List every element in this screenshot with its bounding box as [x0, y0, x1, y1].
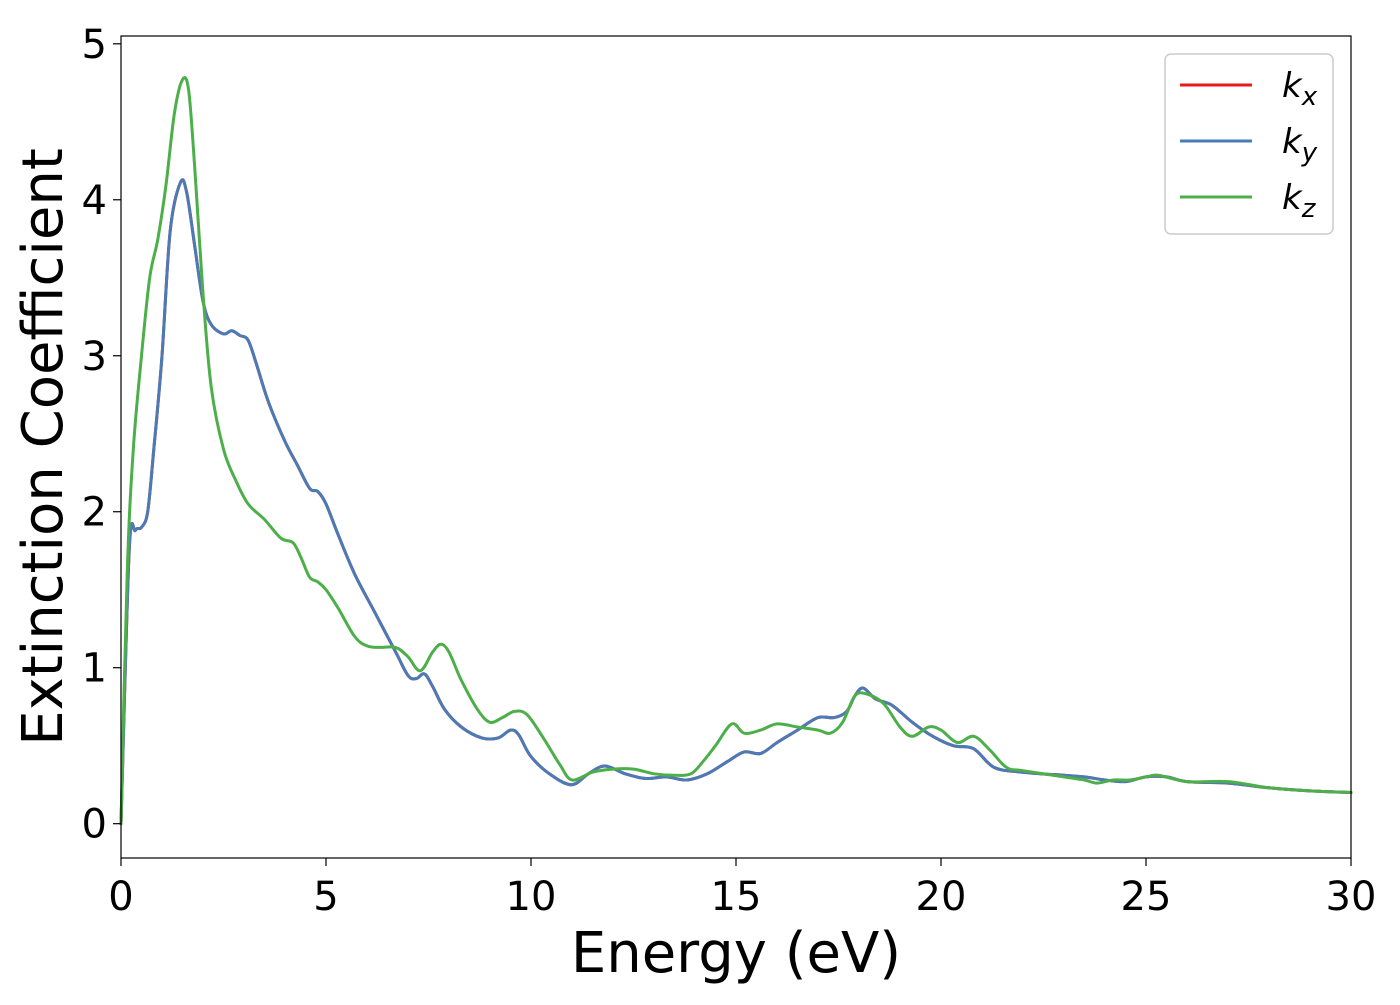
- series-line-z: [119, 76, 1353, 826]
- y-tick-label: 2: [82, 490, 107, 536]
- legend: kx ky kz: [1164, 53, 1334, 235]
- x-tick-label: 0: [108, 874, 133, 920]
- x-tick-label: 5: [313, 874, 338, 920]
- x-tick-label: 25: [1121, 874, 1172, 920]
- x-tick-label: 30: [1326, 874, 1377, 920]
- legend-box: [1164, 53, 1334, 235]
- series-layer: [119, 76, 1353, 826]
- x-tick-label: 15: [711, 874, 762, 920]
- x-tick-label: 10: [506, 874, 557, 920]
- y-tick-label: 5: [82, 22, 107, 68]
- legend-label-x: kx: [1282, 66, 1318, 112]
- y-tick-label: 4: [82, 178, 107, 224]
- y-axis-ticks: 0 1 2 3 4 5: [82, 22, 121, 848]
- y-tick-label: 1: [82, 646, 107, 692]
- x-axis-ticks: 0 5 10 15 20 25 30: [108, 858, 1376, 920]
- y-axis-title: Extinction Coefficient: [11, 148, 76, 746]
- x-tick-label: 20: [916, 874, 967, 920]
- legend-label-y: ky: [1282, 122, 1318, 168]
- y-tick-label: 3: [82, 334, 107, 380]
- legend-label-z: kz: [1282, 178, 1317, 224]
- y-tick-label: 0: [82, 802, 107, 848]
- x-axis-title: Energy (eV): [571, 921, 901, 986]
